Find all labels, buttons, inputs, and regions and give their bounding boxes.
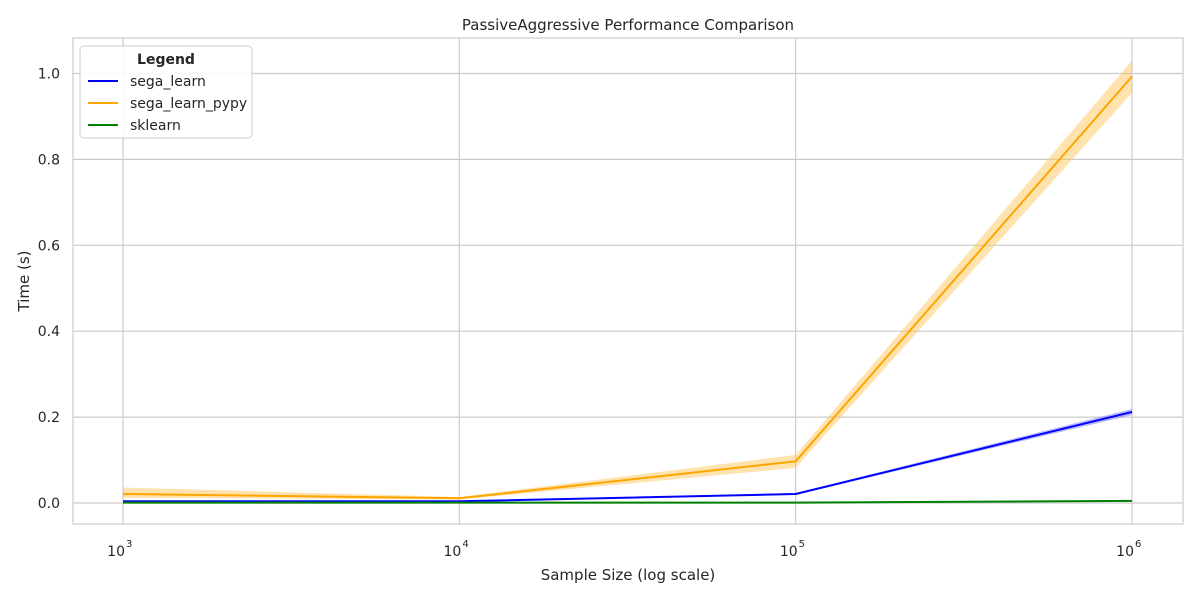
y-tick-label: 0.4 xyxy=(38,324,60,340)
x-tick-label: 10 5 xyxy=(780,539,805,560)
x-tick-base: 10 xyxy=(107,544,125,560)
x-tick-label: 10 6 xyxy=(1116,539,1141,560)
series-line-sega_learn xyxy=(123,410,1133,503)
x-tick-exponent: 6 xyxy=(1135,539,1141,550)
y-tick-label: 1.0 xyxy=(38,67,60,83)
x-tick-base: 10 xyxy=(780,544,798,560)
x-tick-label: 10 3 xyxy=(107,539,132,560)
legend-label: sega_learn xyxy=(130,74,206,90)
legend-label: sega_learn_pypy xyxy=(130,96,247,112)
plot-frame xyxy=(72,37,1184,525)
y-tick-label: 0.8 xyxy=(38,152,60,168)
legend-box xyxy=(79,45,253,139)
chart-title: PassiveAggressive Performance Comparison xyxy=(462,16,794,34)
x-tick-label: 10 4 xyxy=(444,539,469,560)
y-tick-label: 0.0 xyxy=(38,496,60,512)
y-tick-label: 0.6 xyxy=(38,238,60,254)
y-axis-ticks: 0.0 0.2 0.4 0.6 0.8 1.0 xyxy=(38,67,60,513)
series-line-sega_learn_pypy xyxy=(122,75,1133,500)
legend-item: sega_learn xyxy=(88,74,206,90)
y-tick-label: 0.2 xyxy=(38,410,60,426)
legend-label: sklearn xyxy=(130,118,181,134)
x-axis-label: Sample Size (log scale) xyxy=(541,566,716,584)
legend-item: sklearn xyxy=(88,118,181,134)
legend-item: sega_learn_pypy xyxy=(88,96,247,112)
x-tick-exponent: 5 xyxy=(799,539,805,550)
x-axis-ticks: 10 3 10 4 10 5 10 6 xyxy=(107,539,1141,560)
legend-title: Legend xyxy=(137,52,195,68)
series-line-sklearn xyxy=(123,499,1133,504)
grid xyxy=(73,38,1183,524)
x-tick-base: 10 xyxy=(444,544,462,560)
series-lines xyxy=(122,75,1133,504)
y-axis-label: Time (s) xyxy=(15,251,33,313)
x-tick-exponent: 3 xyxy=(126,539,132,550)
x-tick-exponent: 4 xyxy=(462,539,468,550)
x-tick-base: 10 xyxy=(1116,544,1134,560)
